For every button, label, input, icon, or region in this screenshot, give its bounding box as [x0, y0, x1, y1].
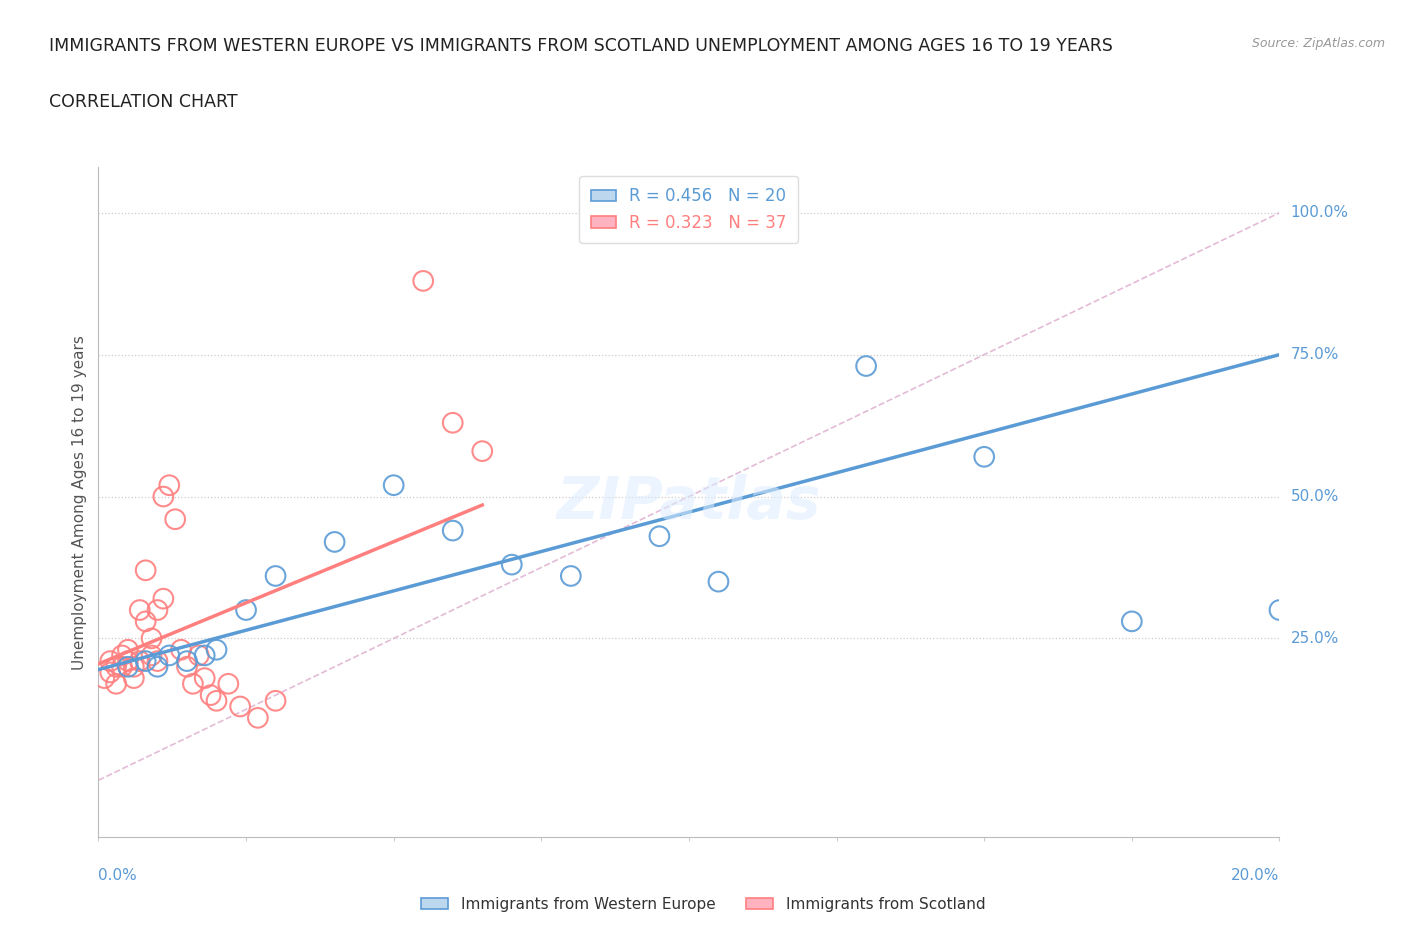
- Point: [441, 416, 464, 431]
- Point: [98, 654, 121, 669]
- Point: [117, 643, 139, 658]
- Point: [441, 524, 464, 538]
- Point: [141, 631, 163, 645]
- Point: [707, 574, 730, 589]
- Point: [105, 676, 128, 691]
- Point: [323, 535, 346, 550]
- Text: 75.0%: 75.0%: [1291, 347, 1339, 362]
- Point: [229, 699, 252, 714]
- Point: [412, 273, 434, 288]
- Point: [128, 603, 150, 618]
- Point: [176, 654, 198, 669]
- Point: [117, 659, 139, 674]
- Point: [141, 648, 163, 663]
- Point: [135, 614, 157, 629]
- Point: [560, 568, 582, 583]
- Point: [117, 654, 139, 669]
- Point: [98, 665, 121, 680]
- Point: [93, 671, 115, 685]
- Point: [1268, 603, 1291, 618]
- Point: [264, 694, 287, 709]
- Point: [146, 654, 169, 669]
- Point: [501, 557, 523, 572]
- Point: [157, 648, 180, 663]
- Point: [187, 648, 209, 663]
- Point: [146, 659, 169, 674]
- Text: Source: ZipAtlas.com: Source: ZipAtlas.com: [1251, 37, 1385, 50]
- Point: [205, 643, 228, 658]
- Point: [111, 648, 134, 663]
- Point: [194, 648, 217, 663]
- Point: [165, 512, 187, 526]
- Point: [146, 603, 169, 618]
- Text: IMMIGRANTS FROM WESTERN EUROPE VS IMMIGRANTS FROM SCOTLAND UNEMPLOYMENT AMONG AG: IMMIGRANTS FROM WESTERN EUROPE VS IMMIGR…: [49, 37, 1114, 55]
- Point: [200, 687, 222, 702]
- Text: 50.0%: 50.0%: [1291, 489, 1339, 504]
- Point: [122, 671, 145, 685]
- Point: [181, 676, 204, 691]
- Point: [246, 711, 269, 725]
- Point: [648, 529, 671, 544]
- Text: 25.0%: 25.0%: [1291, 631, 1339, 646]
- Y-axis label: Unemployment Among Ages 16 to 19 years: Unemployment Among Ages 16 to 19 years: [72, 335, 87, 670]
- Point: [135, 654, 157, 669]
- Text: 20.0%: 20.0%: [1232, 868, 1279, 883]
- Point: [170, 643, 193, 658]
- Point: [471, 444, 494, 458]
- Text: 0.0%: 0.0%: [98, 868, 138, 883]
- Text: CORRELATION CHART: CORRELATION CHART: [49, 93, 238, 111]
- Point: [1121, 614, 1143, 629]
- Point: [111, 659, 134, 674]
- Point: [235, 603, 257, 618]
- Point: [152, 489, 174, 504]
- Point: [152, 591, 174, 606]
- Point: [122, 659, 145, 674]
- Point: [217, 676, 239, 691]
- Point: [855, 359, 877, 374]
- Point: [176, 659, 198, 674]
- Point: [128, 654, 150, 669]
- Legend: R = 0.456   N = 20, R = 0.323   N = 37: R = 0.456 N = 20, R = 0.323 N = 37: [579, 176, 799, 244]
- Point: [264, 568, 287, 583]
- Text: ZIPatlas: ZIPatlas: [557, 473, 821, 531]
- Point: [105, 659, 128, 674]
- Point: [205, 694, 228, 709]
- Point: [194, 671, 217, 685]
- Point: [157, 478, 180, 493]
- Text: 100.0%: 100.0%: [1291, 206, 1348, 220]
- Point: [382, 478, 405, 493]
- Point: [973, 449, 995, 464]
- Point: [135, 563, 157, 578]
- Legend: Immigrants from Western Europe, Immigrants from Scotland: Immigrants from Western Europe, Immigran…: [415, 891, 991, 918]
